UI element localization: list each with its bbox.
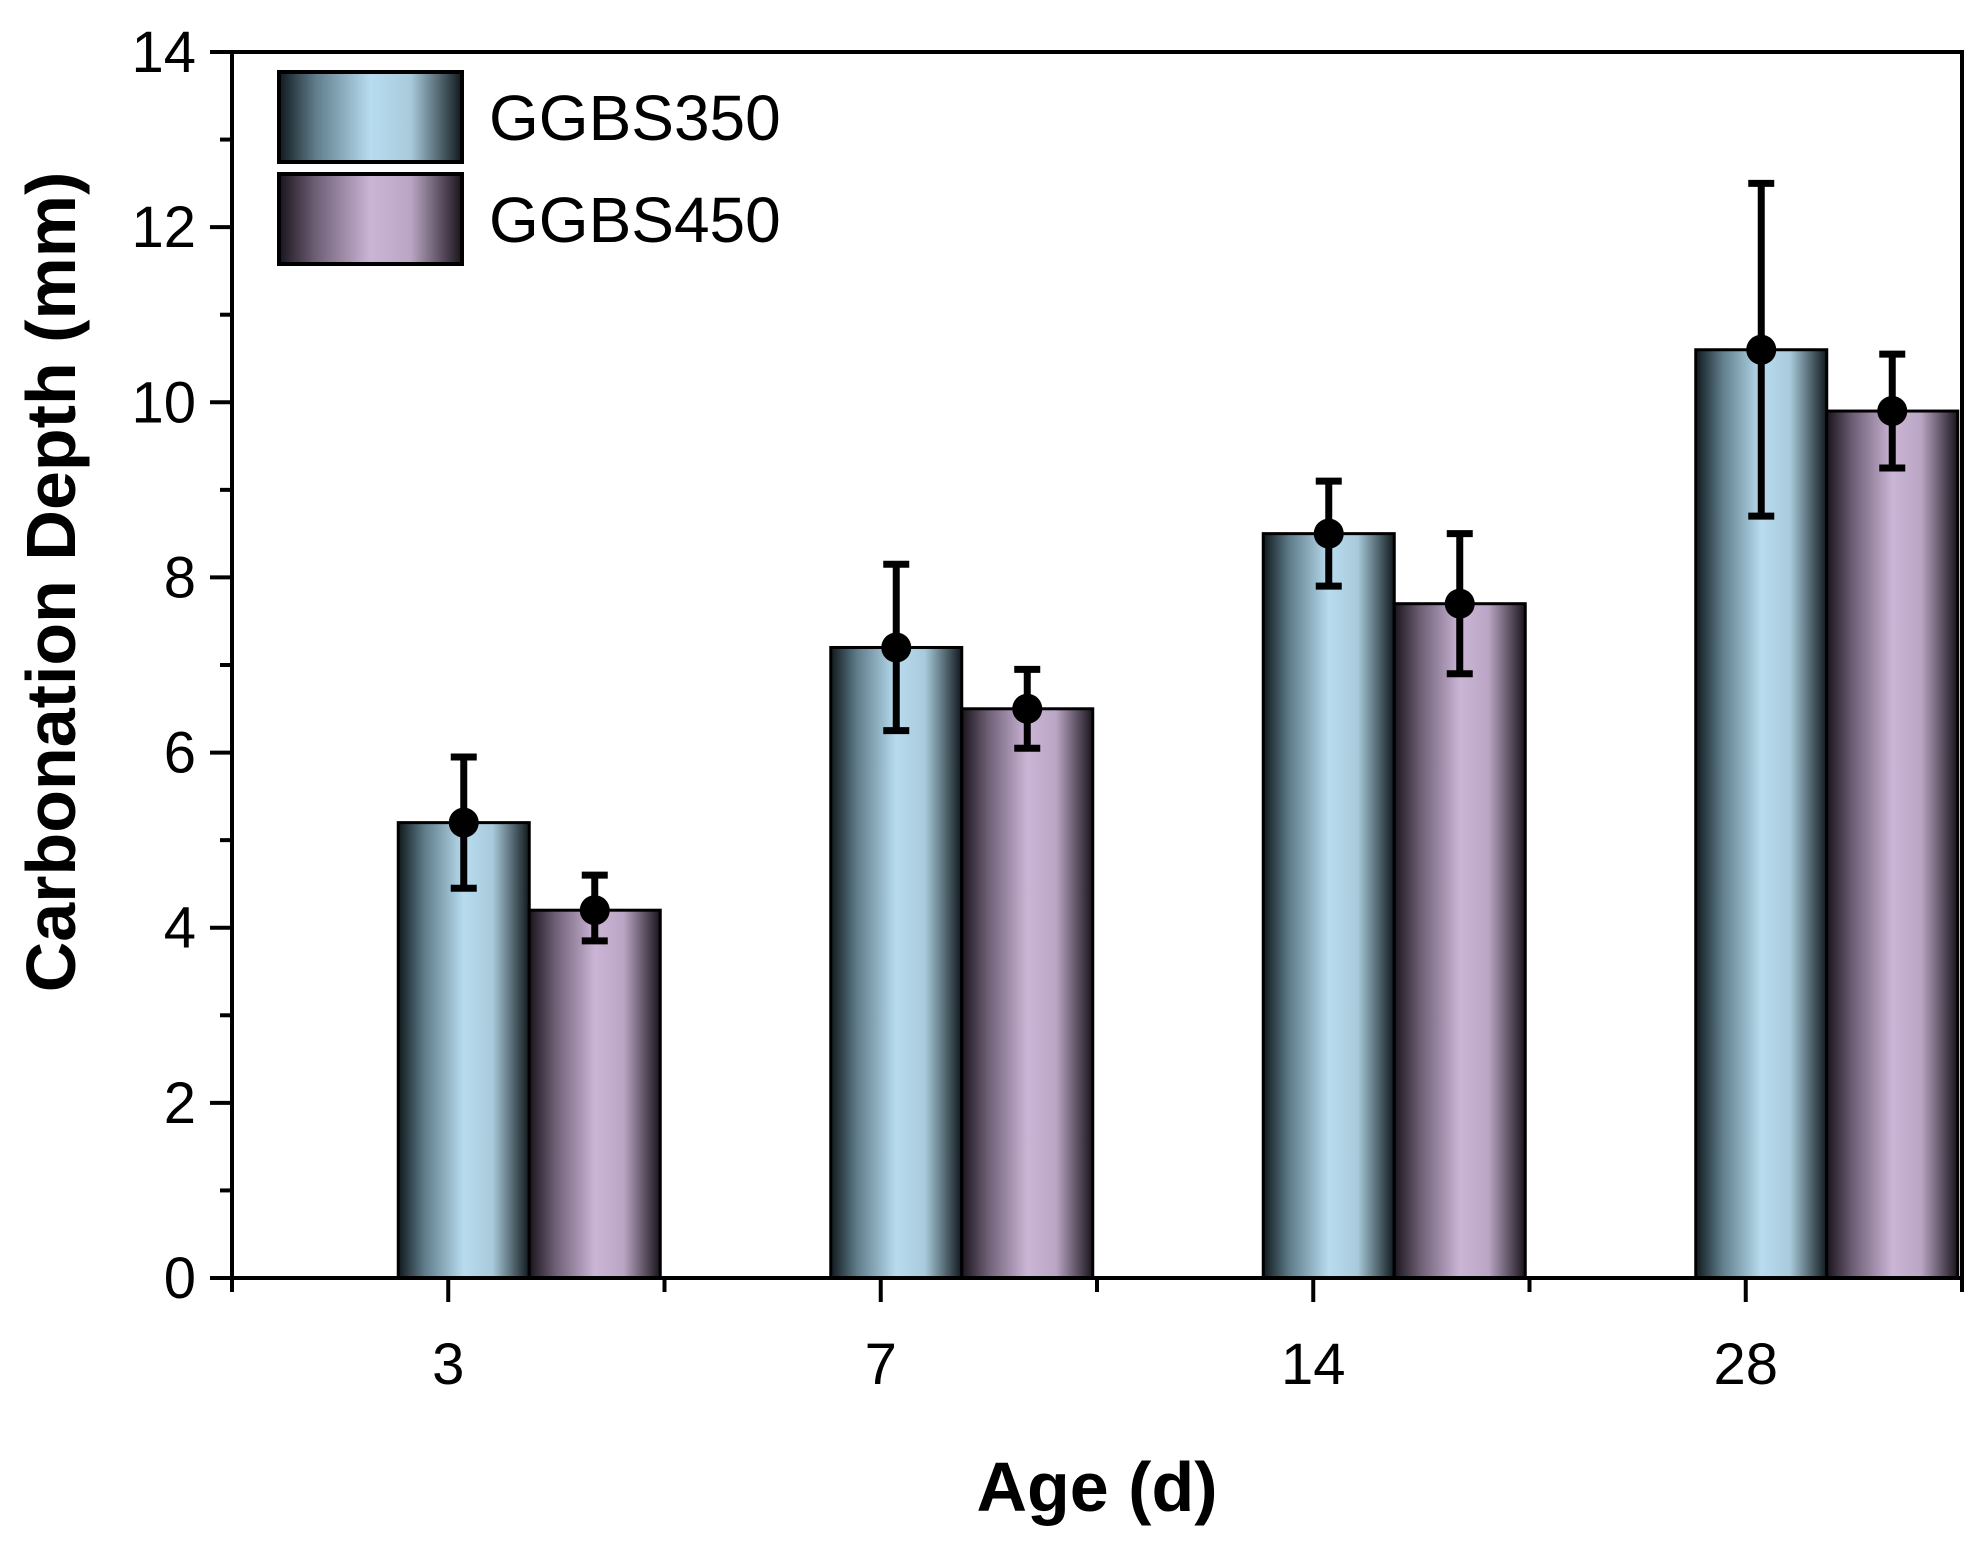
mean-point-ggbs450-28 <box>1877 396 1908 427</box>
legend-label-ggbs350: GGBS350 <box>489 82 781 154</box>
mean-point-ggbs350-3 <box>448 807 479 838</box>
x-tick-label-3: 3 <box>432 1332 464 1397</box>
bar-ggbs450-28 <box>1825 409 1960 1280</box>
bar-ggbs450-14 <box>1392 602 1527 1280</box>
x-axis-title: Age (d) <box>976 1448 1217 1526</box>
mean-point-ggbs350-7 <box>881 632 912 663</box>
mean-point-ggbs350-14 <box>1313 518 1344 549</box>
legend-swatch-ggbs450 <box>277 172 464 266</box>
mean-point-ggbs450-3 <box>579 895 610 926</box>
mean-point-ggbs450-14 <box>1444 588 1475 619</box>
mean-point-ggbs350-28 <box>1746 334 1777 365</box>
x-tick-label-14: 14 <box>1281 1332 1346 1397</box>
legend-swatch-ggbs350 <box>277 70 464 164</box>
y-tick-label-12: 12 <box>131 195 196 260</box>
legend-label-ggbs450: GGBS450 <box>489 184 781 256</box>
bar-ggbs350-14 <box>1261 532 1396 1280</box>
legend: GGBS350 GGBS450 <box>277 70 781 266</box>
y-tick-label-8: 8 <box>164 545 196 610</box>
y-tick-label-6: 6 <box>164 721 196 786</box>
y-tick-label-0: 0 <box>164 1246 196 1311</box>
y-tick-label-14: 14 <box>131 20 196 85</box>
x-tick-label-7: 7 <box>865 1332 897 1397</box>
error-bars-layer <box>448 179 1908 945</box>
bar-ggbs350-3 <box>396 821 531 1280</box>
y-tick-label-4: 4 <box>164 896 196 961</box>
bar-ggbs450-3 <box>527 908 662 1280</box>
x-tick-label-28: 28 <box>1713 1332 1778 1397</box>
y-tick-label-2: 2 <box>164 1071 196 1136</box>
bar-ggbs450-7 <box>960 707 1095 1280</box>
axes-layer: 0 2 4 6 8 10 12 14 3 7 14 28 <box>131 20 1964 1397</box>
bars-layer <box>396 348 1960 1280</box>
y-tick-label-10: 10 <box>131 370 196 435</box>
mean-point-ggbs450-7 <box>1012 693 1043 724</box>
bar-ggbs350-7 <box>829 645 964 1280</box>
y-axis-title: Carbonation Depth (mm) <box>12 172 90 993</box>
